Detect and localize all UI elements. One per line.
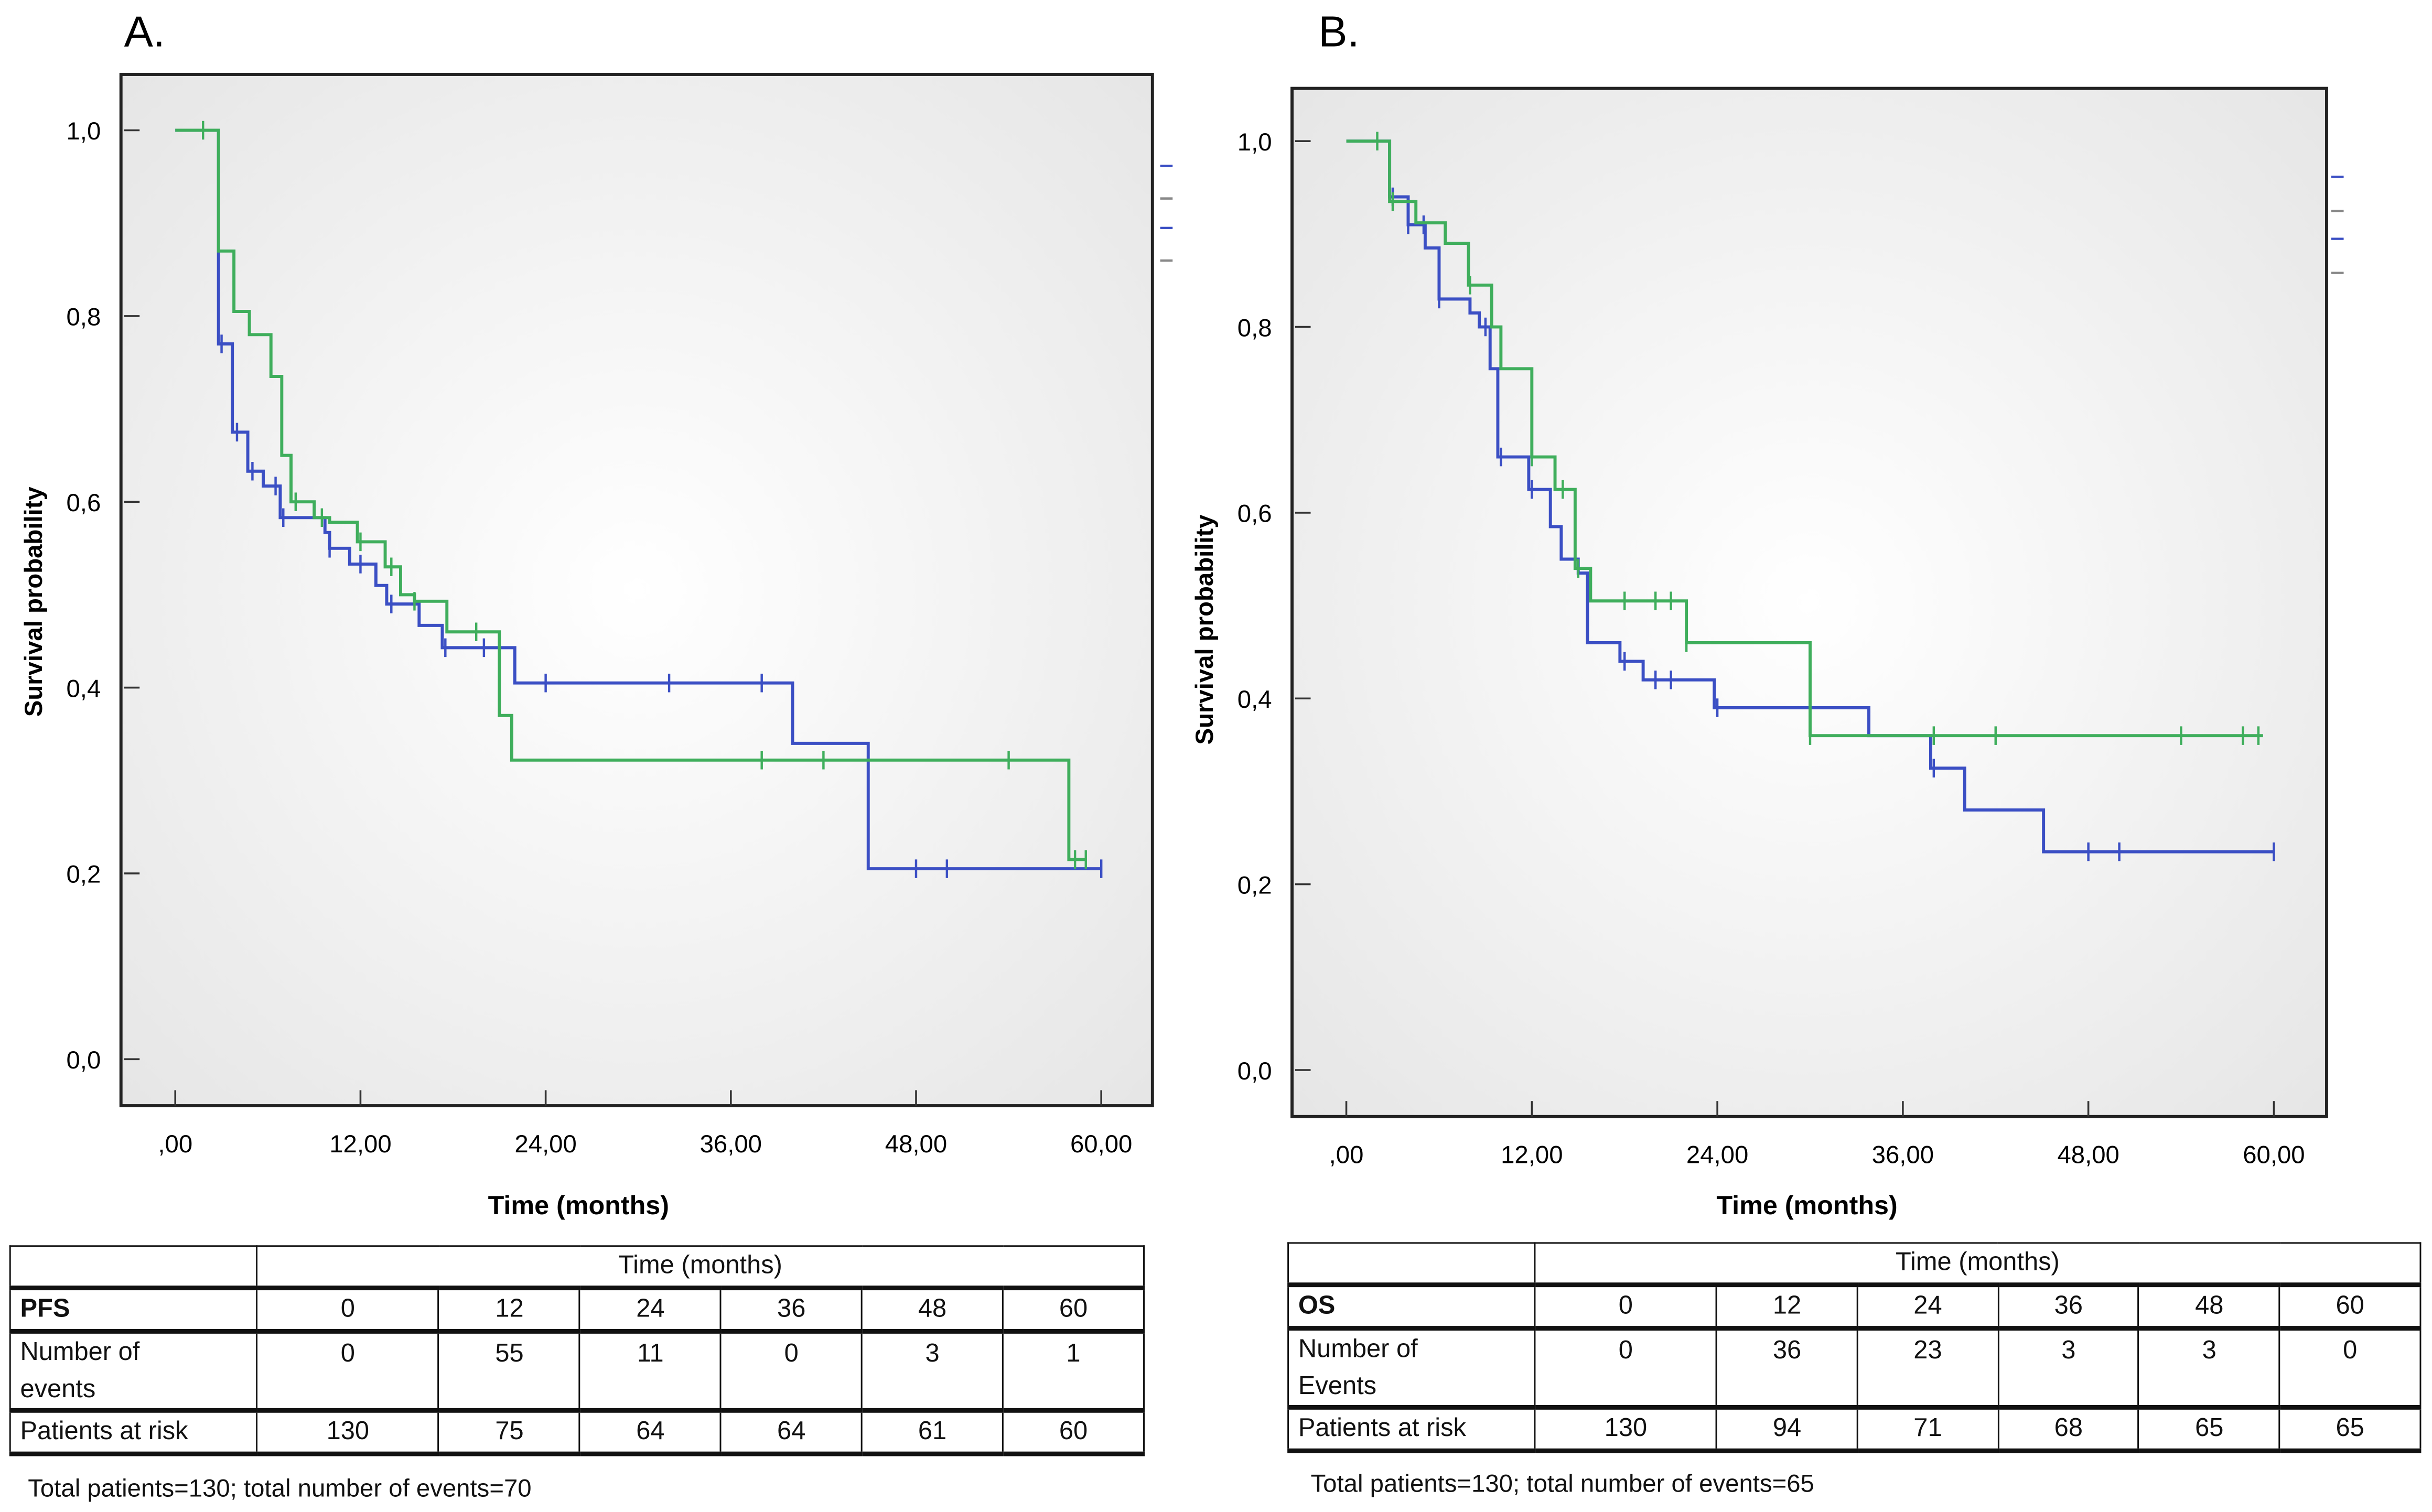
table-header-row: Time (months) [1287, 1242, 2422, 1286]
events-label: Events [1298, 1372, 1377, 1401]
x-tick-label: 60,00 [2243, 1141, 2305, 1169]
time-cell: 48 [861, 1286, 1004, 1332]
time-cell: 12 [1716, 1282, 1858, 1330]
events-label: Number of [1298, 1335, 1418, 1364]
x-tick-label: 36,00 [700, 1130, 762, 1158]
panel-label: B. [1318, 7, 1359, 56]
x-tick-label: 60,00 [1070, 1130, 1132, 1158]
x-tick-label: 24,00 [514, 1130, 576, 1158]
table-row: Number of events 0 55 11 0 3 1 [9, 1329, 1145, 1411]
time-cell: 60 [2278, 1282, 2422, 1330]
y-tick-label: 0,0 [66, 1046, 101, 1074]
risk-cell: 130 [256, 1408, 440, 1456]
time-cell: 0 [1534, 1282, 1718, 1330]
table-row: Number of Events 0 36 23 3 3 0 [1287, 1326, 2422, 1408]
empty-cell [9, 1245, 258, 1289]
x-axis-label: Time (months) [1716, 1190, 1897, 1220]
empty-cell [1287, 1242, 1536, 1286]
x-tick-label: 24,00 [1686, 1141, 1748, 1169]
y-axis-label: Survival probability [1191, 514, 1219, 745]
risk-cell: 75 [438, 1408, 581, 1456]
y-tick-label: 0,0 [1237, 1057, 1272, 1085]
x-axis-label: Time (months) [488, 1190, 669, 1220]
km-chart-os: B. 0,0 0,2 0,4 0,6 0,8 1,0 ,00 12,00 24,00 36,00 48… [1191, 7, 2344, 1220]
risk-cell: 61 [861, 1408, 1004, 1456]
km-chart-pfs: A. 0,0 0,2 0,4 0,6 0,8 1,0 ,00 12,00 24,00 36,00 48… [20, 7, 1173, 1220]
time-header: Time (months) [256, 1245, 1145, 1289]
survival-curve-group1 [175, 128, 1102, 871]
endpoint-label: PFS [9, 1286, 258, 1332]
time-cell: 24 [1856, 1282, 1999, 1330]
survival-curve-group2 [175, 128, 1086, 861]
risk-label: Patients at risk [1287, 1405, 1536, 1453]
events-cell: 55 [438, 1329, 581, 1411]
y-tick-label: 0,4 [66, 675, 101, 703]
table-row: Patients at risk 130 75 64 64 61 60 [9, 1408, 1145, 1456]
x-tick-label: ,00 [1329, 1141, 1364, 1169]
events-label: events [20, 1375, 96, 1403]
risk-cell: 130 [1534, 1405, 1718, 1453]
x-tick-label: 12,00 [329, 1130, 391, 1158]
events-cell: 0 [256, 1329, 440, 1411]
time-cell: 60 [1002, 1286, 1145, 1332]
time-cell: 48 [2138, 1282, 2280, 1330]
events-cell: 23 [1856, 1326, 1999, 1408]
y-tick-label: 0,4 [1237, 686, 1272, 714]
y-tick-label: 0,8 [1237, 314, 1272, 342]
os-note: Total patients=130; total number of even… [1310, 1472, 1814, 1498]
time-cell: 12 [438, 1286, 581, 1332]
x-tick-label: ,00 [158, 1130, 192, 1158]
pfs-note: Total patients=130; total number of even… [28, 1476, 532, 1503]
table-row: OS 0 12 24 36 48 60 [1287, 1282, 2422, 1330]
y-tick-label: 0,8 [66, 304, 101, 331]
events-cell: 3 [2138, 1326, 2280, 1408]
risk-cell: 64 [579, 1408, 722, 1456]
risk-cell: 64 [720, 1408, 863, 1456]
y-tick-label: 0,6 [66, 489, 101, 517]
risk-cell: 65 [2138, 1405, 2280, 1453]
pfs-risk-table: Time (months) PFS 0 12 24 36 48 60 Number of even… [9, 1245, 1145, 1456]
risk-cell: 65 [2278, 1405, 2422, 1453]
time-header: Time (months) [1534, 1242, 2422, 1286]
events-cell: 3 [861, 1329, 1004, 1411]
events-label: Number of [20, 1338, 140, 1366]
risk-cell: 71 [1856, 1405, 1999, 1453]
time-cell: 0 [256, 1286, 440, 1332]
risk-cell: 60 [1002, 1408, 1145, 1456]
endpoint-label: OS [1287, 1282, 1536, 1330]
events-cell: 11 [579, 1329, 722, 1411]
y-tick-label: 0,2 [1237, 871, 1272, 899]
y-tick-label: 0,2 [66, 861, 101, 889]
risk-cell: 68 [1997, 1405, 2140, 1453]
x-tick-label: 12,00 [1501, 1141, 1563, 1169]
y-axis-label: Survival probability [20, 486, 48, 717]
panel-label: A. [124, 7, 165, 56]
events-cell: 0 [1534, 1326, 1718, 1408]
plot-area [1290, 87, 2328, 1118]
table-row: Patients at risk 130 94 71 68 65 65 [1287, 1405, 2422, 1453]
table-row: PFS 0 12 24 36 48 60 [9, 1286, 1145, 1332]
time-cell: 36 [720, 1286, 863, 1332]
x-tick-label: 48,00 [885, 1130, 947, 1158]
y-tick-label: 0,6 [1237, 500, 1272, 528]
x-tick-label: 36,00 [1872, 1141, 1934, 1169]
events-cell: 1 [1002, 1329, 1145, 1411]
events-cell: 36 [1716, 1326, 1858, 1408]
x-tick-label: 48,00 [2057, 1141, 2119, 1169]
events-cell: 3 [1997, 1326, 2140, 1408]
time-cell: 24 [579, 1286, 722, 1332]
os-risk-table: Time (months) OS 0 12 24 36 48 60 Number of Event… [1287, 1242, 2422, 1453]
table-header-row: Time (months) [9, 1245, 1145, 1289]
events-cell: 0 [720, 1329, 863, 1411]
time-cell: 36 [1997, 1282, 2140, 1330]
y-tick-label: 1,0 [66, 117, 101, 145]
plot-area [119, 73, 1154, 1108]
risk-cell: 94 [1716, 1405, 1858, 1453]
events-cell: 0 [2278, 1326, 2422, 1408]
y-tick-label: 1,0 [1237, 128, 1272, 156]
risk-label: Patients at risk [9, 1408, 258, 1456]
